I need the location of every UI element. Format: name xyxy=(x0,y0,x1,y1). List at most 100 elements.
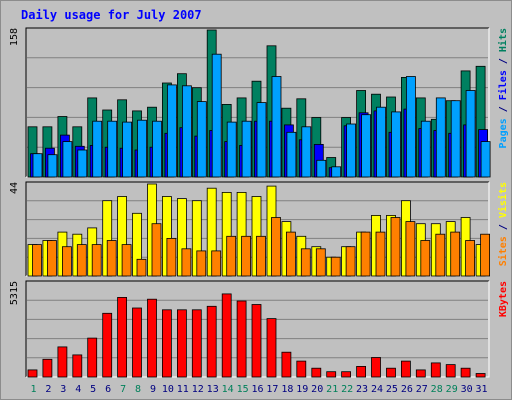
bar-sites-day-10 xyxy=(166,237,177,277)
bar-sites-day-9 xyxy=(151,223,162,277)
bar-sites-day-3 xyxy=(62,246,72,277)
bar-sites-day-20 xyxy=(315,248,326,277)
bar-kbytes-day-12 xyxy=(191,309,202,378)
x-tick-label: 20 xyxy=(311,384,323,395)
bar-pages-day-7 xyxy=(122,121,132,178)
bar-kbytes-day-6 xyxy=(102,312,113,378)
bar-sites-day-7 xyxy=(121,244,132,277)
bar-kbytes-day-4 xyxy=(72,354,83,378)
bar-sites-day-31 xyxy=(480,233,491,277)
bar-pages-day-26 xyxy=(405,76,416,178)
bar-kbytes-day-21 xyxy=(326,371,337,378)
bar-sites-day-19 xyxy=(300,248,311,277)
x-tick-label: 26 xyxy=(401,384,413,395)
legend-entry: / xyxy=(498,52,509,70)
bar-sites-day-5 xyxy=(91,244,102,277)
x-tick-label: 5 xyxy=(90,384,96,395)
chart-title: Daily usage for July 2007 xyxy=(21,8,202,22)
x-tick-label: 6 xyxy=(105,384,111,395)
bar-pages-day-23 xyxy=(361,114,372,178)
series-legend: Sites / Visits xyxy=(497,182,509,266)
bar-sites-day-22 xyxy=(345,246,356,277)
bar-sites-day-26 xyxy=(405,221,416,277)
bar-kbytes-day-13 xyxy=(206,305,217,378)
bar-kbytes-day-23 xyxy=(356,365,367,378)
series-legend: Pages / Files / Hits xyxy=(497,28,509,148)
bar-pages-day-13 xyxy=(211,53,222,178)
bar-pages-day-4 xyxy=(77,149,88,178)
legend-entry: Files xyxy=(497,70,509,100)
bar-pages-day-9 xyxy=(152,120,162,178)
panel-1: 158 Pages / Files / Hits xyxy=(9,27,509,178)
legend-entry: KBytes xyxy=(498,281,509,317)
bar-pages-day-10 xyxy=(166,84,177,178)
x-tick-label: 8 xyxy=(135,384,141,395)
x-tick-label: 14 xyxy=(222,384,234,395)
bar-sites-day-23 xyxy=(360,231,371,277)
bar-sites-day-4 xyxy=(76,244,87,277)
x-tick-label: 19 xyxy=(296,384,308,395)
x-tick-label: 24 xyxy=(371,384,383,395)
panel-3: 5315 KBytes xyxy=(9,280,509,378)
x-tick-label: 30 xyxy=(461,384,473,395)
plot-border-dark xyxy=(25,27,489,177)
x-tick-label: 25 xyxy=(386,384,398,395)
bar-kbytes-day-3 xyxy=(57,346,68,378)
x-tick-label: 4 xyxy=(75,384,81,395)
bar-pages-day-21 xyxy=(331,166,342,178)
legend-entry: / xyxy=(498,100,509,118)
bar-kbytes-day-20 xyxy=(311,367,322,378)
x-tick-label: 7 xyxy=(120,384,126,395)
bar-sites-day-1 xyxy=(32,244,42,277)
bar-pages-day-20 xyxy=(316,159,327,178)
bar-pages-day-2 xyxy=(47,154,58,178)
bar-pages-day-15 xyxy=(241,120,252,178)
x-tick-label: 28 xyxy=(431,384,443,395)
bar-pages-day-27 xyxy=(420,120,431,178)
legend-entry: Visits xyxy=(497,182,509,218)
bar-sites-day-8 xyxy=(136,258,147,277)
bar-kbytes-day-24 xyxy=(371,357,381,378)
bar-kbytes-day-11 xyxy=(176,309,187,378)
bar-sites-day-24 xyxy=(375,231,386,277)
y-max-label: 44 xyxy=(9,182,20,194)
bar-sites-day-30 xyxy=(465,240,476,277)
bar-sites-day-17 xyxy=(271,217,281,277)
bar-kbytes-day-1 xyxy=(27,369,38,378)
bar-pages-day-19 xyxy=(301,126,312,178)
bar-kbytes-day-26 xyxy=(400,360,411,378)
x-tick-label: 3 xyxy=(60,384,66,395)
x-tick-label: 27 xyxy=(416,384,428,395)
bar-pages-day-28 xyxy=(435,97,446,178)
bar-kbytes-day-15 xyxy=(236,300,247,378)
plot-border-dark xyxy=(25,280,489,377)
bar-sites-day-29 xyxy=(450,231,461,277)
x-tick-label: 29 xyxy=(446,384,458,395)
bar-kbytes-day-14 xyxy=(221,293,232,378)
y-max-label: 5315 xyxy=(9,281,20,305)
bar-pages-day-12 xyxy=(196,101,207,178)
x-tick-label: 16 xyxy=(251,384,263,395)
bar-kbytes-day-19 xyxy=(296,360,307,378)
bar-sites-day-28 xyxy=(435,233,446,277)
bar-sites-day-27 xyxy=(420,240,431,277)
legend-entry: Sites xyxy=(497,236,509,266)
bar-pages-day-31 xyxy=(480,141,491,178)
x-tick-label: 31 xyxy=(475,384,487,395)
bar-sites-day-18 xyxy=(285,231,296,277)
bar-pages-day-16 xyxy=(256,102,267,178)
x-tick-label: 22 xyxy=(341,384,353,395)
bar-sites-day-14 xyxy=(226,235,237,277)
x-tick-label: 15 xyxy=(237,384,249,395)
bar-kbytes-day-8 xyxy=(132,307,142,378)
series-legend: KBytes xyxy=(498,281,509,317)
bar-kbytes-day-29 xyxy=(445,364,456,378)
x-tick-label: 10 xyxy=(162,384,174,395)
legend-entry: / xyxy=(498,218,509,236)
bar-sites-day-2 xyxy=(47,240,57,277)
x-tick-label: 9 xyxy=(150,384,156,395)
bar-pages-day-6 xyxy=(107,120,118,178)
bar-pages-day-14 xyxy=(226,121,237,178)
bar-kbytes-day-30 xyxy=(460,367,471,378)
